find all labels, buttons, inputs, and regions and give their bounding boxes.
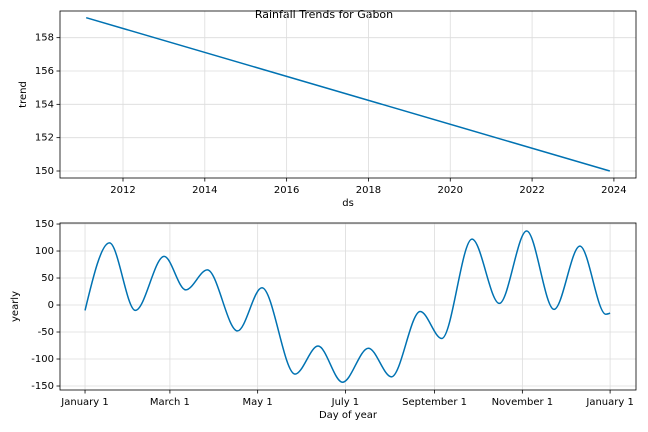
- y-tick-label: 150: [35, 166, 54, 177]
- x-tick-label: 2022: [519, 185, 544, 196]
- x-tick-label: January 1: [60, 397, 108, 408]
- trend-line: [84, 230, 611, 383]
- x-tick-label: September 1: [402, 397, 467, 408]
- x-tick-label: March 1: [150, 397, 190, 408]
- x-tick-label: November 1: [492, 397, 554, 408]
- x-tick-label: 2018: [356, 185, 381, 196]
- chart-title: Rainfall Trends for Gabon: [255, 8, 393, 21]
- y-tick-label: 158: [35, 33, 54, 44]
- axes-frame: [59, 10, 637, 179]
- y-tick-label: 152: [35, 133, 54, 144]
- y-tick-label: 100: [35, 246, 54, 257]
- x-axis-label: ds: [342, 198, 354, 209]
- y-tick-label: 150: [35, 219, 54, 230]
- y-tick-label: 154: [35, 99, 54, 110]
- y-tick-label: 0: [48, 300, 54, 311]
- y-tick-label: 50: [41, 273, 54, 284]
- x-tick-label: May 1: [243, 397, 273, 408]
- y-tick-label: 156: [35, 66, 54, 77]
- axes-frame: [59, 222, 637, 391]
- y-axis-label: yearly: [10, 291, 21, 322]
- x-axis-label: Day of year: [319, 410, 378, 421]
- x-tick-label: January 1: [585, 397, 633, 408]
- x-tick-label: 2016: [274, 185, 299, 196]
- y-tick-label: -100: [31, 354, 54, 365]
- x-tick-label: 2024: [601, 185, 626, 196]
- x-tick-label: July 1: [331, 397, 360, 408]
- x-tick-label: 2020: [438, 185, 463, 196]
- y-tick-label: -50: [38, 327, 54, 338]
- y-tick-label: -150: [31, 381, 54, 392]
- x-tick-label: 2014: [192, 185, 217, 196]
- x-tick-label: 2012: [110, 185, 135, 196]
- trend-line: [85, 16, 611, 172]
- y-axis-label: trend: [18, 81, 29, 108]
